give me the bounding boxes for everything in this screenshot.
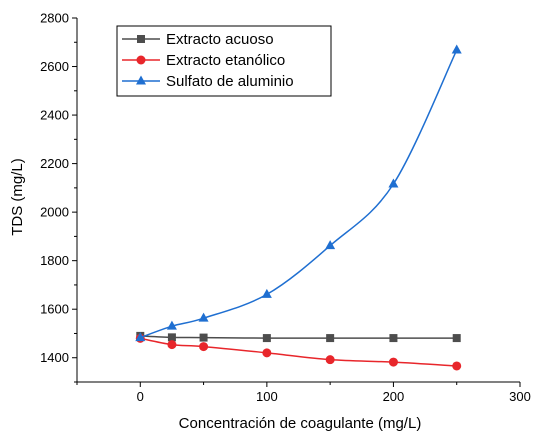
data-point xyxy=(452,361,462,371)
data-point xyxy=(325,240,336,250)
x-tick-label: 0 xyxy=(137,389,144,404)
legend-box xyxy=(116,25,332,97)
legend-label: Sulfato de aluminio xyxy=(166,73,294,90)
data-point xyxy=(167,333,176,342)
y-tick-label: 2800 xyxy=(40,11,69,26)
y-tick-label: 2200 xyxy=(40,156,69,171)
y-tick-label: 2000 xyxy=(40,205,69,220)
data-point xyxy=(326,334,335,343)
data-point xyxy=(135,332,146,342)
series-3 xyxy=(135,44,462,342)
series-line xyxy=(140,337,457,367)
series-1 xyxy=(136,331,461,343)
data-point xyxy=(452,334,461,343)
series-line xyxy=(140,335,457,339)
data-point xyxy=(325,355,335,365)
axes: 0 100 200 300 1400 1600 1800 2000 2200 2400 2600 28… xyxy=(40,11,531,405)
data-point xyxy=(167,340,177,350)
data-point xyxy=(166,320,177,330)
legend-marker xyxy=(137,35,145,43)
y-tick-label: 1600 xyxy=(40,302,69,317)
data-point xyxy=(199,333,208,342)
legend: Extracto acuoso Extracto etanólico Sulfato… xyxy=(116,25,332,97)
series-layer xyxy=(135,44,462,371)
data-point xyxy=(389,334,398,343)
data-point xyxy=(262,334,271,343)
data-point xyxy=(261,288,272,298)
x-axis-title: Concentración de coagulante (mg/L) xyxy=(179,415,422,432)
data-point xyxy=(198,312,209,322)
x-tick-label: 200 xyxy=(383,389,405,404)
y-axis-title: TDS (mg/L) xyxy=(9,158,26,236)
data-point xyxy=(451,44,462,54)
y-tick-label: 2400 xyxy=(40,108,69,123)
legend-marker xyxy=(136,75,146,85)
data-point xyxy=(199,342,209,352)
series-2 xyxy=(135,333,462,371)
legend-label: Extracto etanólico xyxy=(166,52,285,69)
data-point xyxy=(388,357,398,367)
y-tick-label: 1800 xyxy=(40,253,69,268)
y-tick-label: 2600 xyxy=(40,59,69,74)
x-tick-label: 100 xyxy=(256,389,278,404)
legend-marker xyxy=(136,55,146,65)
x-tick-label: 300 xyxy=(509,389,531,404)
legend-label: Extracto acuoso xyxy=(166,31,274,48)
data-point xyxy=(262,348,272,358)
data-point xyxy=(388,178,399,188)
y-tick-label: 1400 xyxy=(40,350,69,365)
